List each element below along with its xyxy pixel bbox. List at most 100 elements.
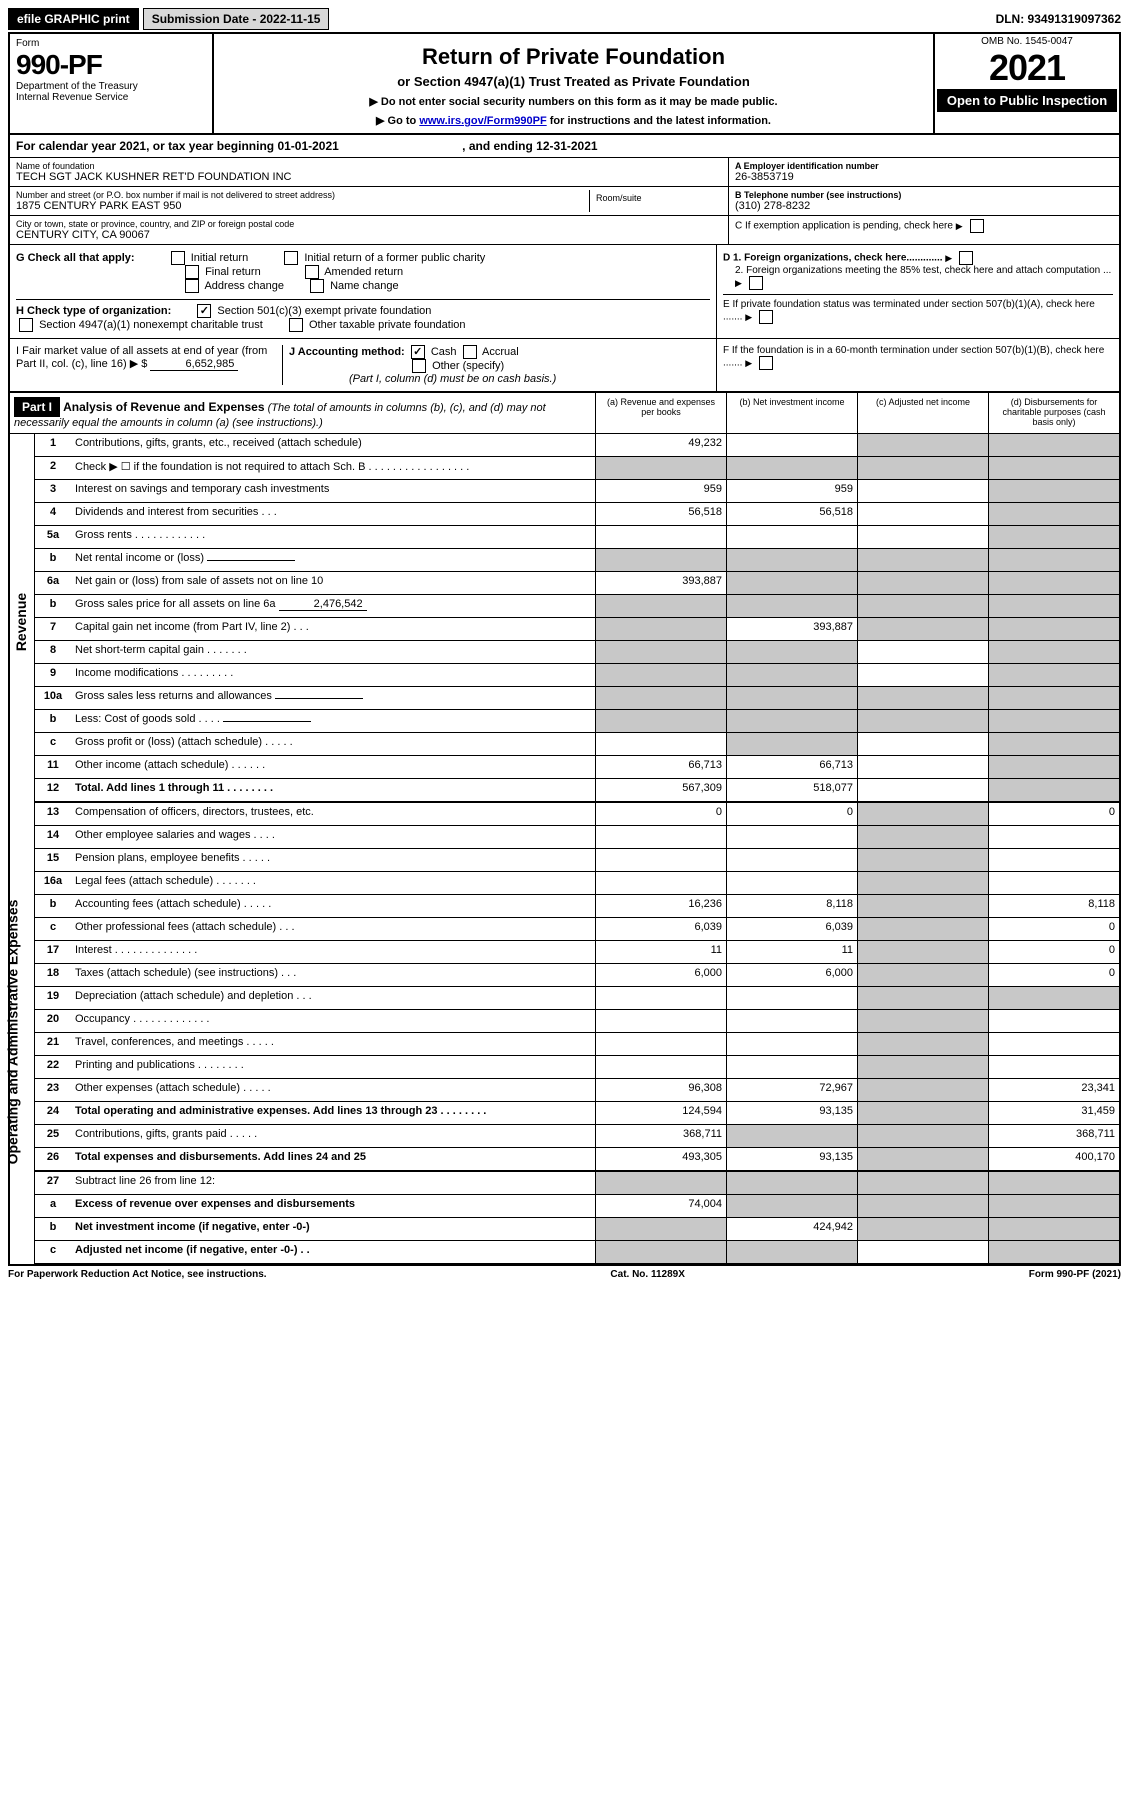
line-value-c	[857, 1172, 988, 1194]
line-number: 3	[35, 480, 71, 502]
line-value-b	[726, 1241, 857, 1263]
line-value-dd	[988, 1195, 1119, 1217]
line-value-c	[857, 941, 988, 963]
ein-value: 26-3853719	[735, 171, 1113, 183]
line-value-c	[857, 1056, 988, 1078]
line-value-b	[726, 1010, 857, 1032]
section-i-j-f: I Fair market value of all assets at end…	[10, 339, 1119, 393]
checkbox-501c3[interactable]	[197, 304, 211, 318]
section-g: G Check all that apply: Initial return I…	[16, 251, 710, 293]
line-value-dd: 0	[988, 803, 1119, 825]
line-value-dd	[988, 779, 1119, 801]
i-value: 6,652,985	[150, 358, 238, 371]
checkbox-name-change[interactable]	[310, 279, 324, 293]
h-label: H Check type of organization:	[16, 305, 171, 317]
checkbox-cash[interactable]	[411, 345, 425, 359]
cal-year-end: , and ending 12-31-2021	[462, 139, 597, 153]
line-value-c	[857, 549, 988, 571]
line-number: 19	[35, 987, 71, 1009]
line-value-dd: 23,341	[988, 1079, 1119, 1101]
checkbox-c[interactable]	[970, 219, 984, 233]
checkbox-amended[interactable]	[305, 265, 319, 279]
line-number: c	[35, 1241, 71, 1263]
checkbox-initial-return[interactable]	[171, 251, 185, 265]
table-row: 3Interest on savings and temporary cash …	[35, 480, 1119, 503]
table-row: 27Subtract line 26 from line 12:	[35, 1172, 1119, 1195]
table-row: 14Other employee salaries and wages . . …	[35, 826, 1119, 849]
line-value-c	[857, 1010, 988, 1032]
line-description: Taxes (attach schedule) (see instruction…	[71, 964, 595, 986]
line-number: 14	[35, 826, 71, 848]
line-value-a: 567,309	[595, 779, 726, 801]
checkbox-d1[interactable]	[959, 251, 973, 265]
table-row: 18Taxes (attach schedule) (see instructi…	[35, 964, 1119, 987]
table-row: 5aGross rents . . . . . . . . . . . .	[35, 526, 1119, 549]
line-value-c	[857, 803, 988, 825]
irs-text: Internal Revenue Service	[16, 92, 206, 103]
checkbox-addr-change[interactable]	[185, 279, 199, 293]
instruction-1: ▶ Do not enter social security numbers o…	[220, 95, 927, 108]
checkbox-d2[interactable]	[749, 276, 763, 290]
checkbox-f[interactable]	[759, 356, 773, 370]
inst2-pre: ▶ Go to	[376, 115, 419, 127]
line-number: 5a	[35, 526, 71, 548]
line-value-c	[857, 895, 988, 917]
dln-text: DLN: 93491319097362	[996, 12, 1121, 26]
form-container: Form 990-PF Department of the Treasury I…	[8, 32, 1121, 1266]
line-value-c	[857, 872, 988, 894]
line-value-a	[595, 1218, 726, 1240]
checkbox-4947[interactable]	[19, 318, 33, 332]
table-row: 6aNet gain or (loss) from sale of assets…	[35, 572, 1119, 595]
line-value-b	[726, 457, 857, 479]
line-description: Interest on savings and temporary cash i…	[71, 480, 595, 502]
line-description: Occupancy . . . . . . . . . . . . .	[71, 1010, 595, 1032]
efile-print-button[interactable]: efile GRAPHIC print	[8, 8, 139, 30]
checkbox-initial-public[interactable]	[284, 251, 298, 265]
checkbox-accrual[interactable]	[463, 345, 477, 359]
line-number: 27	[35, 1172, 71, 1194]
table-row: 4Dividends and interest from securities …	[35, 503, 1119, 526]
tel-label: B Telephone number (see instructions)	[735, 190, 1113, 200]
part1-header-row: Part I Analysis of Revenue and Expenses …	[10, 393, 1119, 434]
line-number: 15	[35, 849, 71, 871]
line-value-b	[726, 710, 857, 732]
checkbox-other-taxable[interactable]	[289, 318, 303, 332]
line-value-a	[595, 872, 726, 894]
line-value-dd	[988, 733, 1119, 755]
line-value-dd: 31,459	[988, 1102, 1119, 1124]
line-value-b	[726, 872, 857, 894]
form-title: Return of Private Foundation	[220, 44, 927, 70]
f-text: F If the foundation is in a 60-month ter…	[723, 345, 1104, 369]
main-table: Revenue Operating and Administrative Exp…	[10, 434, 1119, 1264]
line-description: Gross sales price for all assets on line…	[71, 595, 595, 617]
line-description: Excess of revenue over expenses and disb…	[71, 1195, 595, 1217]
g-opt-4: Amended return	[324, 266, 403, 278]
g-label: G Check all that apply:	[16, 252, 135, 264]
section-c-text: C If exemption application is pending, c…	[735, 221, 953, 232]
table-row: bGross sales price for all assets on lin…	[35, 595, 1119, 618]
submission-date-button[interactable]: Submission Date - 2022-11-15	[143, 8, 330, 30]
section-g-h: G Check all that apply: Initial return I…	[10, 245, 1119, 339]
line-description: Printing and publications . . . . . . . …	[71, 1056, 595, 1078]
line-description: Total operating and administrative expen…	[71, 1102, 595, 1124]
line-description: Legal fees (attach schedule) . . . . . .…	[71, 872, 595, 894]
header-right: OMB No. 1545-0047 2021 Open to Public In…	[933, 34, 1119, 133]
irs-link[interactable]: www.irs.gov/Form990PF	[419, 115, 546, 127]
g-opt-5: Name change	[330, 280, 399, 292]
checkbox-final-return[interactable]	[185, 265, 199, 279]
line-value-c	[857, 733, 988, 755]
g-opt-2: Address change	[204, 280, 284, 292]
line-description: Less: Cost of goods sold . . . .	[71, 710, 595, 732]
line-description: Accounting fees (attach schedule) . . . …	[71, 895, 595, 917]
dept-text: Department of the Treasury	[16, 81, 206, 92]
lines-container: 1Contributions, gifts, grants, etc., rec…	[35, 434, 1119, 1264]
line-value-c	[857, 1033, 988, 1055]
line-value-a	[595, 1056, 726, 1078]
checkbox-other[interactable]	[412, 359, 426, 373]
line-value-b	[726, 595, 857, 617]
g-opt-1: Final return	[205, 266, 261, 278]
line-number: 25	[35, 1125, 71, 1147]
checkbox-e[interactable]	[759, 310, 773, 324]
line-value-a	[595, 618, 726, 640]
line-description: Net short-term capital gain . . . . . . …	[71, 641, 595, 663]
